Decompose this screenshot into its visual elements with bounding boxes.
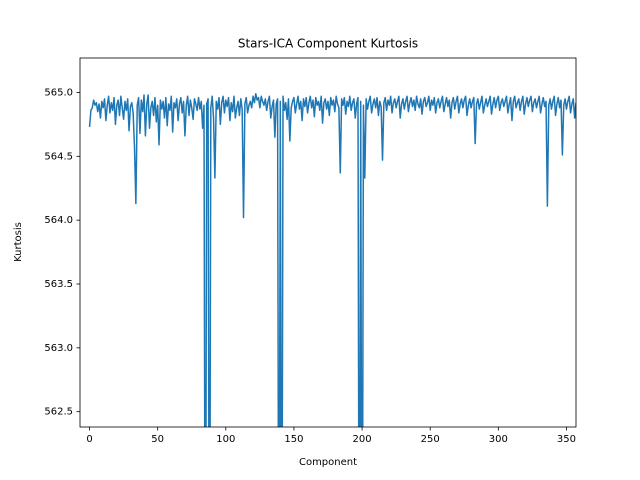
x-tick-label: 100 — [216, 434, 235, 445]
x-tick-label: 200 — [353, 434, 372, 445]
y-tick-label: 564.0 — [44, 215, 73, 226]
y-tick-label: 565.0 — [44, 87, 73, 98]
data-line — [88, 93, 576, 427]
x-tick-label: 150 — [284, 434, 303, 445]
y-tick-label: 562.5 — [44, 407, 73, 418]
y-axis-label: Kurtosis — [13, 222, 24, 262]
x-tick-label: 250 — [421, 434, 440, 445]
x-tick-label: 50 — [151, 434, 164, 445]
y-tick-label: 563.0 — [44, 343, 73, 354]
chart-title: Stars-ICA Component Kurtosis — [238, 37, 418, 51]
x-tick-label: 0 — [86, 434, 92, 445]
x-axis-label: Component — [299, 457, 357, 468]
y-tick-label: 563.5 — [44, 279, 73, 290]
plot-frame — [79, 57, 577, 428]
y-tick-label: 564.5 — [44, 151, 73, 162]
x-tick-label: 300 — [489, 434, 508, 445]
x-tick-label: 350 — [557, 434, 576, 445]
